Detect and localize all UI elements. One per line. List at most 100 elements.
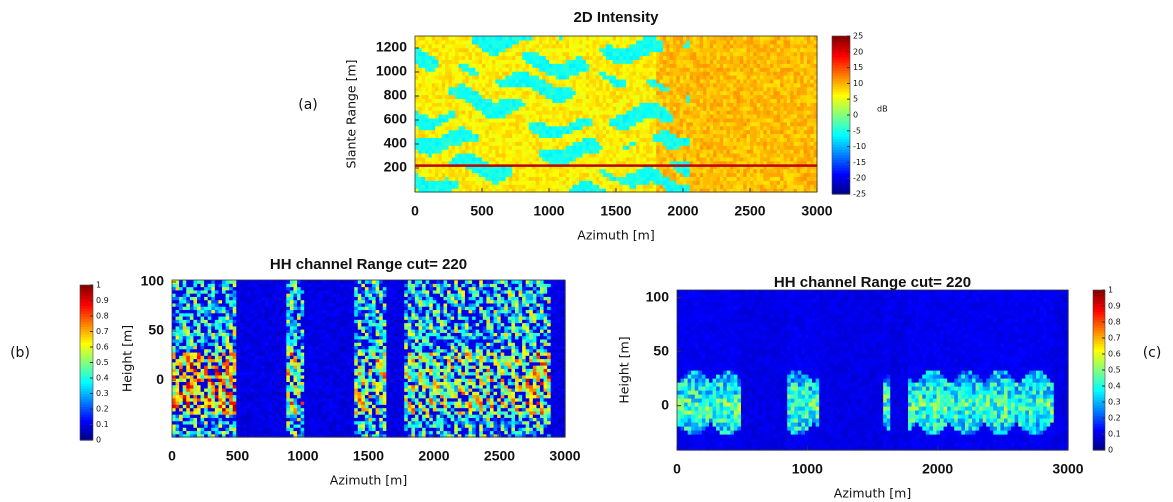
heatmap-cell xyxy=(639,153,644,158)
heatmap-cell xyxy=(786,141,791,146)
heatmap-cell xyxy=(441,168,446,174)
heatmap-cell xyxy=(552,121,557,127)
heatmap-cell xyxy=(589,59,594,64)
heatmap-cell xyxy=(482,121,486,127)
heatmap-cell xyxy=(642,36,647,41)
heatmap-cell xyxy=(766,55,771,60)
heatmap-cell xyxy=(786,153,791,158)
heatmap-cell xyxy=(619,82,624,88)
heatmap-cell xyxy=(716,51,721,57)
heatmap-cell xyxy=(662,117,667,123)
heatmap-cell xyxy=(582,114,587,119)
heatmap-cell xyxy=(649,164,654,170)
heatmap-cell xyxy=(485,125,490,131)
heatmap-cell xyxy=(605,164,610,170)
heatmap-cell xyxy=(622,106,627,111)
heatmap-cell xyxy=(498,71,503,76)
heatmap-cell xyxy=(518,129,523,135)
heatmap-cell xyxy=(626,180,630,185)
heatmap-cell xyxy=(776,90,781,96)
heatmap-cell xyxy=(693,106,697,111)
heatmap-cell xyxy=(552,164,557,170)
heatmap-cell xyxy=(602,75,607,80)
heatmap-cell xyxy=(552,168,557,174)
heatmap-cell xyxy=(535,59,540,64)
heatmap-cell xyxy=(605,75,610,80)
heatmap-cell xyxy=(545,102,550,107)
heatmap-cell xyxy=(626,78,630,84)
heatmap-cell xyxy=(555,129,560,135)
heatmap-cell xyxy=(612,160,617,166)
heatmap-cell xyxy=(713,149,718,154)
heatmap-cell xyxy=(683,47,687,53)
heatmap-cell xyxy=(709,114,714,119)
heatmap-cell xyxy=(662,55,667,60)
heatmap-cell xyxy=(602,164,607,170)
heatmap-cell xyxy=(619,133,624,138)
heatmap-cell xyxy=(451,98,456,103)
heatmap-cell xyxy=(662,153,667,158)
heatmap-cell xyxy=(425,98,429,103)
heatmap-cell xyxy=(589,145,594,150)
heatmap-cell xyxy=(672,145,677,150)
heatmap-cell xyxy=(415,184,419,189)
heatmap-cell xyxy=(672,121,677,127)
heatmap-cell xyxy=(438,114,443,119)
heatmap-cell xyxy=(485,55,490,60)
heatmap-cell xyxy=(743,102,748,107)
heatmap-cell xyxy=(666,75,671,80)
heatmap-cell xyxy=(471,156,476,162)
heatmap-cell xyxy=(713,160,718,166)
heatmap-cell xyxy=(175,338,180,343)
heatmap-cell xyxy=(492,121,496,127)
heatmap-cell xyxy=(659,67,664,72)
heatmap-cell xyxy=(508,188,513,193)
heatmap-cell xyxy=(729,110,734,115)
heatmap-cell xyxy=(475,39,480,45)
heatmap-cell xyxy=(666,164,671,170)
heatmap-cell xyxy=(646,180,651,185)
heatmap-cell xyxy=(783,137,788,142)
heatmap-cell xyxy=(538,137,543,142)
heatmap-cell xyxy=(475,106,480,111)
heatmap-cell xyxy=(713,82,718,88)
heatmap-cell xyxy=(760,133,764,138)
heatmap-cell xyxy=(786,63,791,68)
heatmap-cell xyxy=(605,36,610,41)
heatmap-cell xyxy=(746,168,751,174)
heatmap-cell xyxy=(575,47,580,53)
heatmap-cell xyxy=(753,94,758,99)
heatmap-cell xyxy=(562,172,567,177)
heatmap-cell xyxy=(575,172,580,177)
heatmap-cell xyxy=(736,110,741,115)
heatmap-cell xyxy=(471,137,476,142)
heatmap-cell xyxy=(780,129,785,135)
heatmap-cell xyxy=(770,188,775,193)
heatmap-cell xyxy=(696,145,701,150)
heatmap-cell xyxy=(766,51,771,57)
heatmap-cell xyxy=(753,172,758,177)
heatmap-cell xyxy=(750,67,754,72)
heatmap-cell xyxy=(719,137,724,142)
heatmap-cell xyxy=(441,145,446,150)
heatmap-cell xyxy=(605,102,610,107)
heatmap-cell xyxy=(793,55,798,60)
heatmap-cell xyxy=(709,141,714,146)
heatmap-cell xyxy=(552,145,557,150)
heatmap-cell xyxy=(542,121,547,127)
heatmap-cell xyxy=(696,114,701,119)
heatmap-cell xyxy=(505,176,510,181)
heatmap-cell xyxy=(656,102,661,107)
heatmap-cell xyxy=(666,145,671,150)
heatmap-cell xyxy=(468,51,473,57)
heatmap-cell xyxy=(418,106,423,111)
heatmap-cell xyxy=(458,67,463,72)
heatmap-cell xyxy=(706,82,711,88)
heatmap-cell xyxy=(441,102,446,107)
heatmap-cell xyxy=(175,417,180,422)
heatmap-cell xyxy=(508,75,513,80)
heatmap-cell xyxy=(693,184,697,189)
heatmap-cell xyxy=(585,59,590,64)
heatmap-cell xyxy=(515,129,520,135)
heatmap-cell xyxy=(572,129,577,135)
